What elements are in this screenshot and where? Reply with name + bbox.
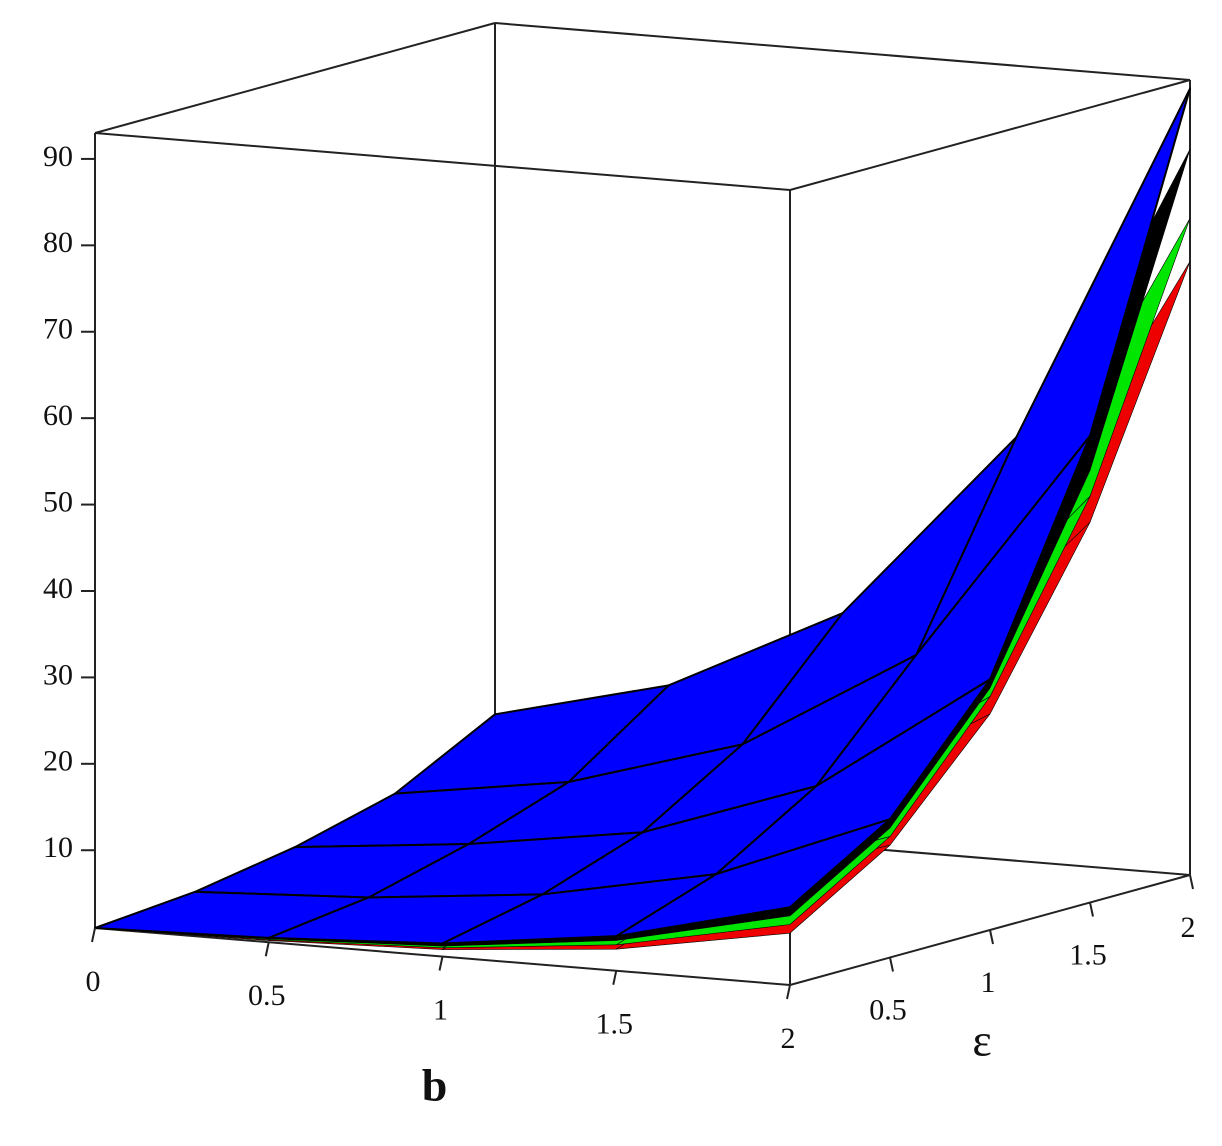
z-tick-label: 30 bbox=[43, 658, 73, 691]
x-tick bbox=[612, 970, 618, 985]
y-axis-label: ε bbox=[972, 1015, 991, 1066]
y-tick bbox=[1089, 902, 1094, 917]
z-tick-label: 90 bbox=[43, 140, 73, 173]
x-tick-label: 0.5 bbox=[248, 979, 286, 1012]
box-edge bbox=[94, 22, 496, 134]
surfaces bbox=[94, 87, 1191, 950]
surface bbox=[94, 87, 1191, 945]
z-tick-label: 20 bbox=[43, 745, 73, 778]
x-tick-label: 0 bbox=[86, 965, 101, 998]
box-edge bbox=[94, 132, 791, 191]
z-tick-label: 10 bbox=[43, 831, 73, 864]
box-edge bbox=[494, 22, 1191, 81]
x-tick-label: 1 bbox=[433, 993, 448, 1026]
y-tick bbox=[1189, 874, 1194, 890]
x-tick bbox=[264, 942, 270, 957]
y-tick-label: 0.5 bbox=[869, 993, 907, 1026]
z-tick-label: 60 bbox=[43, 399, 73, 432]
surface-patch bbox=[615, 818, 891, 938]
box-edge bbox=[789, 79, 1191, 191]
y-tick bbox=[989, 929, 994, 945]
x-tick bbox=[786, 984, 791, 1000]
z-tick-label: 50 bbox=[43, 485, 73, 518]
x-tick-label: 1.5 bbox=[596, 1008, 634, 1041]
z-tick-label: 80 bbox=[43, 226, 73, 259]
x-tick bbox=[438, 956, 444, 971]
x-axis-label: b bbox=[422, 1060, 448, 1111]
y-tick-label: 2 bbox=[1181, 911, 1196, 944]
z-tick-label: 40 bbox=[43, 572, 73, 605]
z-tick-label: 70 bbox=[43, 313, 73, 346]
y-tick-label: 1 bbox=[981, 966, 996, 999]
y-tick bbox=[889, 957, 894, 972]
y-tick-label: 1.5 bbox=[1069, 938, 1107, 971]
x-tick bbox=[91, 927, 96, 943]
x-tick-label: 2 bbox=[781, 1022, 796, 1055]
axes: 10 20 30 40 50 60 70 80 90 0 0.5 1 1.5 2 0.5 1 1.5 2 b ε bbox=[43, 140, 1196, 1111]
